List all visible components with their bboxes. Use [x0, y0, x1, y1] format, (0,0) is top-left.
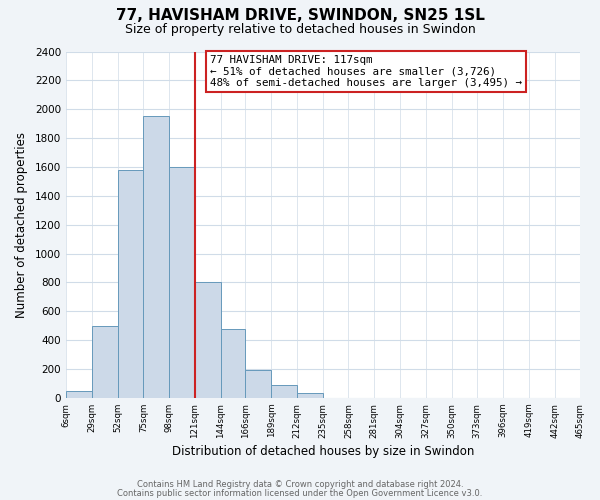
Bar — [118, 170, 143, 398]
Y-axis label: Number of detached properties: Number of detached properties — [15, 132, 28, 318]
Text: 77 HAVISHAM DRIVE: 117sqm
← 51% of detached houses are smaller (3,726)
48% of se: 77 HAVISHAM DRIVE: 117sqm ← 51% of detac… — [210, 55, 522, 88]
Bar — [66, 390, 92, 398]
Bar — [195, 282, 221, 398]
Bar — [221, 328, 245, 398]
Text: Contains public sector information licensed under the Open Government Licence v3: Contains public sector information licen… — [118, 488, 482, 498]
Text: 77, HAVISHAM DRIVE, SWINDON, SN25 1SL: 77, HAVISHAM DRIVE, SWINDON, SN25 1SL — [116, 8, 484, 22]
Text: Size of property relative to detached houses in Swindon: Size of property relative to detached ho… — [125, 22, 475, 36]
Bar — [271, 385, 297, 398]
Bar — [143, 116, 169, 398]
Bar — [245, 370, 271, 398]
X-axis label: Distribution of detached houses by size in Swindon: Distribution of detached houses by size … — [172, 444, 475, 458]
Bar — [92, 326, 118, 398]
Bar — [169, 167, 195, 398]
Text: Contains HM Land Registry data © Crown copyright and database right 2024.: Contains HM Land Registry data © Crown c… — [137, 480, 463, 489]
Bar — [297, 393, 323, 398]
